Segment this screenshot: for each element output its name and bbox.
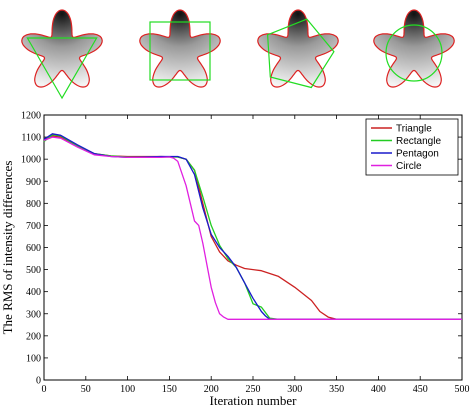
x-tick-label: 400 [371, 384, 386, 395]
shape-illustrations-row [21, 9, 455, 100]
shape-panel-triangle [21, 9, 103, 100]
legend-label: Pentagon [396, 149, 439, 160]
x-tick-label: 200 [204, 384, 219, 395]
y-tick-label: 0 [36, 376, 41, 387]
x-tick-label: 50 [81, 384, 91, 395]
flower-shape [373, 9, 455, 88]
flower-shape [257, 9, 339, 88]
y-tick-label: 300 [26, 309, 41, 320]
circle-contour [385, 24, 443, 82]
x-tick-label: 250 [246, 384, 261, 395]
x-axis-label: Iteration number [210, 393, 298, 408]
y-tick-label: 1100 [21, 133, 41, 144]
y-tick-label: 700 [26, 221, 41, 232]
pentagon-contour [266, 18, 335, 89]
y-tick-label: 900 [26, 177, 41, 188]
y-tick-label: 800 [26, 199, 41, 210]
flower-shape [139, 9, 221, 88]
legend-label: Triangle [396, 124, 432, 135]
x-tick-label: 450 [413, 384, 428, 395]
flower-shape [21, 9, 103, 88]
shape-panel-circle [373, 9, 455, 88]
legend-item-pentagon: Pentagon [371, 149, 439, 160]
legend-item-circle: Circle [371, 161, 422, 172]
legend-item-rectangle: Rectangle [371, 136, 441, 147]
y-tick-label: 200 [26, 331, 41, 342]
rectangle-contour [149, 21, 211, 81]
x-tick-label: 150 [162, 384, 177, 395]
y-axis-label: The RMS of intensity differences [0, 161, 15, 335]
series-line-circle [43, 136, 462, 320]
x-tick-label: 300 [287, 384, 302, 395]
x-tick-label: 0 [42, 384, 47, 395]
x-tick-label: 500 [455, 384, 470, 395]
legend-label: Circle [396, 161, 422, 172]
x-tick-label: 100 [120, 384, 135, 395]
series-lines [43, 133, 462, 320]
y-tick-label: 500 [26, 265, 41, 276]
y-tick-label: 400 [26, 287, 41, 298]
y-axis-ticks: 0 100 200 300 400 500 600 700 800 900 1000 1100 1200 [21, 111, 462, 387]
shape-panel-rectangle [139, 9, 221, 88]
x-tick-label: 350 [329, 384, 344, 395]
triangle-contour [26, 37, 98, 100]
legend-item-triangle: Triangle [371, 124, 432, 135]
shape-panel-pentagon [257, 9, 339, 89]
rms-line-chart: 0 50 100 150 200 250 300 350 400 450 500 0 100 200 30… [0, 111, 470, 409]
y-tick-label: 1200 [21, 111, 41, 122]
y-tick-label: 600 [26, 243, 41, 254]
y-tick-label: 100 [26, 353, 41, 364]
legend-label: Rectangle [396, 136, 441, 147]
y-tick-label: 1000 [21, 155, 41, 166]
x-axis-ticks: 0 50 100 150 200 250 300 350 400 450 500 [42, 115, 470, 395]
